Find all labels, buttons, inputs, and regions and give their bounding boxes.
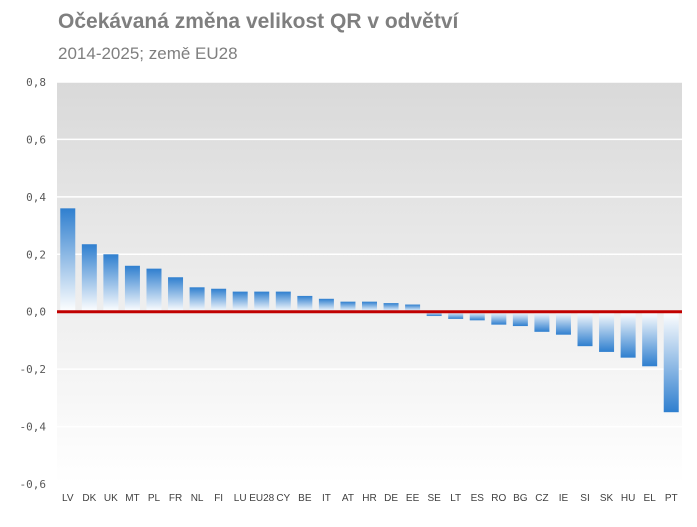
x-axis-labels: LV DK UK MT PL FR NL FI LU EU28 CY BE IT AT HR DE EE SE LT… <box>62 493 678 504</box>
bar-pl <box>146 268 162 312</box>
bar-at <box>340 301 356 312</box>
x-category-label: LU <box>234 493 247 504</box>
x-category-label: DK <box>82 493 96 504</box>
bar-cy <box>275 291 291 312</box>
chart-subtitle: 2014-2025; země EU28 <box>58 44 238 63</box>
x-category-label: DE <box>384 493 398 504</box>
y-tick-label: -0,4 <box>20 421 47 434</box>
chart-title: Očekávaná změna velikost QR v odvětví <box>58 10 459 33</box>
bar-nl <box>189 287 205 312</box>
x-category-label: IE <box>559 493 569 504</box>
y-axis-ticks: 0,8 0,6 0,4 0,2 0,0 -0,2 -0,4 -0,6 <box>20 76 47 491</box>
bar-hr <box>362 301 377 312</box>
x-category-label: FR <box>169 493 182 504</box>
x-category-label: EE <box>406 493 420 504</box>
bar-fr <box>168 277 184 312</box>
x-category-label: EU28 <box>249 493 274 504</box>
x-category-label: MT <box>125 493 139 504</box>
x-category-label: LV <box>62 493 74 504</box>
x-category-label: HR <box>362 493 376 504</box>
x-category-label: CY <box>276 493 290 504</box>
x-category-label: UK <box>104 493 118 504</box>
bar-cz <box>534 311 550 332</box>
bar-uk <box>103 254 119 312</box>
x-category-label: FI <box>214 493 223 504</box>
x-category-label: SE <box>427 493 441 504</box>
x-category-label: EL <box>644 493 657 504</box>
x-category-label: PT <box>665 493 678 504</box>
y-tick-label: -0,2 <box>20 363 47 376</box>
bar-lv <box>60 208 76 312</box>
bar-lt <box>448 311 464 319</box>
bar-ee <box>405 304 421 312</box>
bar-pt <box>663 311 679 413</box>
x-category-label: LT <box>450 493 461 504</box>
bar-hu <box>620 311 636 358</box>
x-category-label: PL <box>148 493 161 504</box>
x-category-label: HU <box>621 493 635 504</box>
x-category-label: IT <box>322 493 331 504</box>
bar-dk <box>81 244 97 312</box>
x-category-label: SK <box>600 493 614 504</box>
y-tick-label: 0,2 <box>26 248 46 261</box>
bar-de <box>383 303 399 312</box>
x-category-label: CZ <box>535 493 548 504</box>
x-category-label: NL <box>191 493 204 504</box>
y-tick-label: 0,8 <box>26 76 46 89</box>
x-category-label: RO <box>491 493 506 504</box>
y-tick-label: -0,6 <box>20 478 47 491</box>
bar-it <box>318 298 334 312</box>
y-tick-label: 0,4 <box>26 191 46 204</box>
y-tick-label: 0,0 <box>26 306 46 319</box>
bar-es <box>469 311 485 321</box>
bar-se <box>426 311 442 317</box>
bar-bg <box>512 311 528 327</box>
bar-ro <box>491 311 507 325</box>
bar-ie <box>555 311 571 335</box>
bar-el <box>642 311 658 367</box>
x-category-label: AT <box>342 493 354 504</box>
x-category-label: SI <box>580 493 589 504</box>
bar-sk <box>599 311 615 352</box>
x-category-label: BE <box>298 493 312 504</box>
bars <box>60 208 679 413</box>
bar-mt <box>124 265 140 312</box>
x-category-label: ES <box>471 493 485 504</box>
bar-be <box>297 295 313 312</box>
x-category-label: BG <box>513 493 528 504</box>
bar-eu28 <box>254 291 270 312</box>
y-tick-label: 0,6 <box>26 133 46 146</box>
bar-si <box>577 311 593 347</box>
bar-lu <box>232 291 248 312</box>
bar-fi <box>211 288 227 312</box>
